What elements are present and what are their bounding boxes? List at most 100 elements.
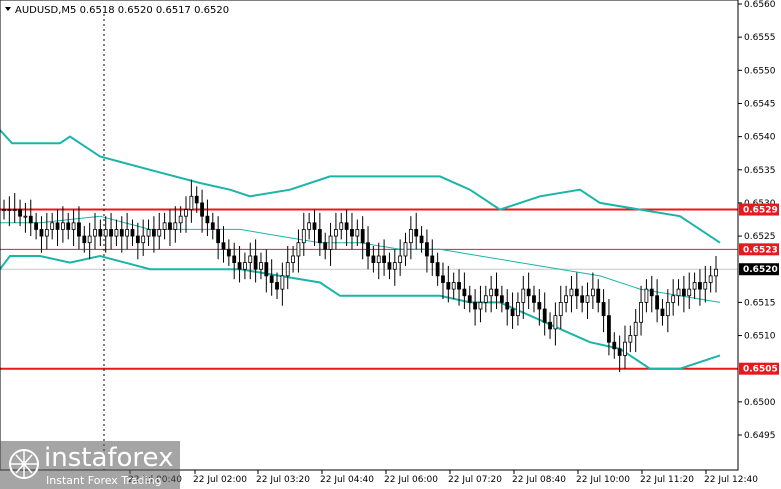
candle-body — [184, 209, 188, 217]
candle — [419, 226, 424, 253]
candle — [71, 209, 76, 247]
candle — [141, 219, 146, 256]
candle-body — [692, 282, 697, 290]
candle-body — [12, 209, 17, 211]
candle — [451, 272, 456, 300]
candle — [687, 272, 692, 310]
candle — [628, 325, 633, 353]
candle — [478, 285, 483, 323]
candle-body — [264, 262, 269, 277]
candle-body — [617, 348, 622, 356]
candle-body — [226, 248, 231, 257]
level-label-bg — [739, 243, 779, 256]
candle-body — [328, 235, 333, 250]
candle — [681, 275, 686, 313]
candle — [226, 239, 231, 266]
candle-body — [499, 295, 504, 303]
candle-body — [564, 295, 569, 303]
x-tick-label: 22 Jul 11:20 — [640, 475, 694, 485]
candle-body — [457, 282, 461, 290]
candle-body — [382, 255, 386, 264]
candle-body — [623, 341, 627, 356]
candle — [655, 279, 660, 323]
candle — [521, 275, 526, 319]
candle — [162, 212, 167, 240]
candle — [259, 252, 263, 280]
candle-body — [681, 288, 686, 297]
x-tick-label: 22 Jul 07:20 — [448, 475, 502, 485]
candle-body — [660, 308, 665, 317]
candle-body — [398, 255, 403, 264]
candle — [714, 255, 718, 293]
candle-body — [494, 288, 499, 297]
candle — [200, 189, 204, 233]
candle — [307, 212, 312, 240]
candle — [499, 285, 504, 313]
candle — [248, 242, 253, 280]
candle — [269, 259, 274, 296]
candle-body — [44, 229, 49, 237]
candle-body — [639, 301, 643, 323]
candle — [334, 212, 338, 250]
candle — [558, 285, 563, 329]
candle — [12, 192, 17, 223]
candle-body — [55, 222, 60, 230]
candle-body — [157, 229, 162, 237]
candle — [39, 216, 44, 253]
candle-body — [628, 335, 633, 343]
candle — [516, 292, 520, 326]
candle-body — [612, 341, 617, 350]
candle-body — [708, 275, 713, 283]
candle — [237, 246, 242, 283]
chevron-down-icon[interactable] — [5, 7, 11, 11]
x-tick-label: 22 Jul 04:40 — [320, 475, 374, 485]
candle-body — [403, 242, 408, 257]
candle — [18, 199, 22, 227]
candle — [698, 269, 702, 306]
candle — [376, 242, 381, 280]
candle — [398, 239, 403, 276]
x-tick-label: 22 Jul 02:00 — [193, 475, 247, 485]
candle — [617, 335, 622, 373]
candle — [221, 226, 226, 263]
candle-body — [280, 275, 285, 290]
candle-body — [633, 321, 638, 336]
candle-body — [489, 288, 494, 297]
candle — [135, 222, 140, 260]
candle — [178, 206, 183, 233]
candle — [473, 289, 477, 326]
candle — [457, 269, 461, 306]
candle-body — [505, 301, 510, 310]
x-tick-label: 22 Jul 03:20 — [256, 475, 310, 485]
candle — [151, 216, 156, 253]
candle — [408, 216, 413, 260]
upper-band-line — [0, 129, 721, 244]
level-label: 0.6505 — [743, 365, 778, 375]
candle — [184, 196, 188, 233]
candle — [542, 292, 547, 336]
candle — [590, 272, 595, 310]
candle-body — [542, 308, 547, 323]
candle — [275, 272, 279, 300]
candle — [708, 265, 713, 293]
candle — [612, 332, 617, 359]
candle — [665, 289, 670, 333]
candle-body — [596, 288, 601, 303]
candle-body — [87, 235, 92, 244]
candle-body — [649, 288, 654, 297]
candle-body — [414, 229, 419, 237]
candle — [430, 239, 435, 276]
candle — [103, 216, 108, 253]
candle — [483, 285, 488, 313]
candle — [607, 299, 611, 356]
candle-body — [532, 295, 536, 303]
candle-body — [232, 255, 237, 264]
candle-body — [291, 255, 295, 264]
candle-body — [200, 202, 204, 217]
candle — [323, 232, 328, 260]
candle — [350, 212, 354, 250]
y-tick-label: 0.6560 — [744, 0, 776, 10]
candle — [296, 229, 301, 273]
candle — [585, 282, 590, 319]
